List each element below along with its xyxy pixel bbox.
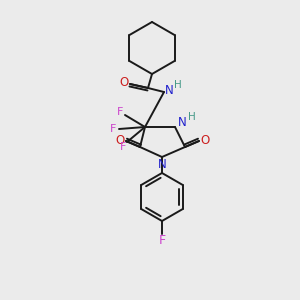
Text: N: N [158,158,166,170]
Text: O: O [200,134,210,148]
Text: O: O [119,76,129,89]
Text: H: H [174,80,182,90]
Text: F: F [158,233,166,247]
Text: O: O [116,134,124,148]
Text: N: N [165,83,173,97]
Text: F: F [110,124,116,134]
Text: F: F [117,107,123,117]
Text: H: H [188,112,196,122]
Text: F: F [120,142,126,152]
Text: N: N [178,116,186,130]
